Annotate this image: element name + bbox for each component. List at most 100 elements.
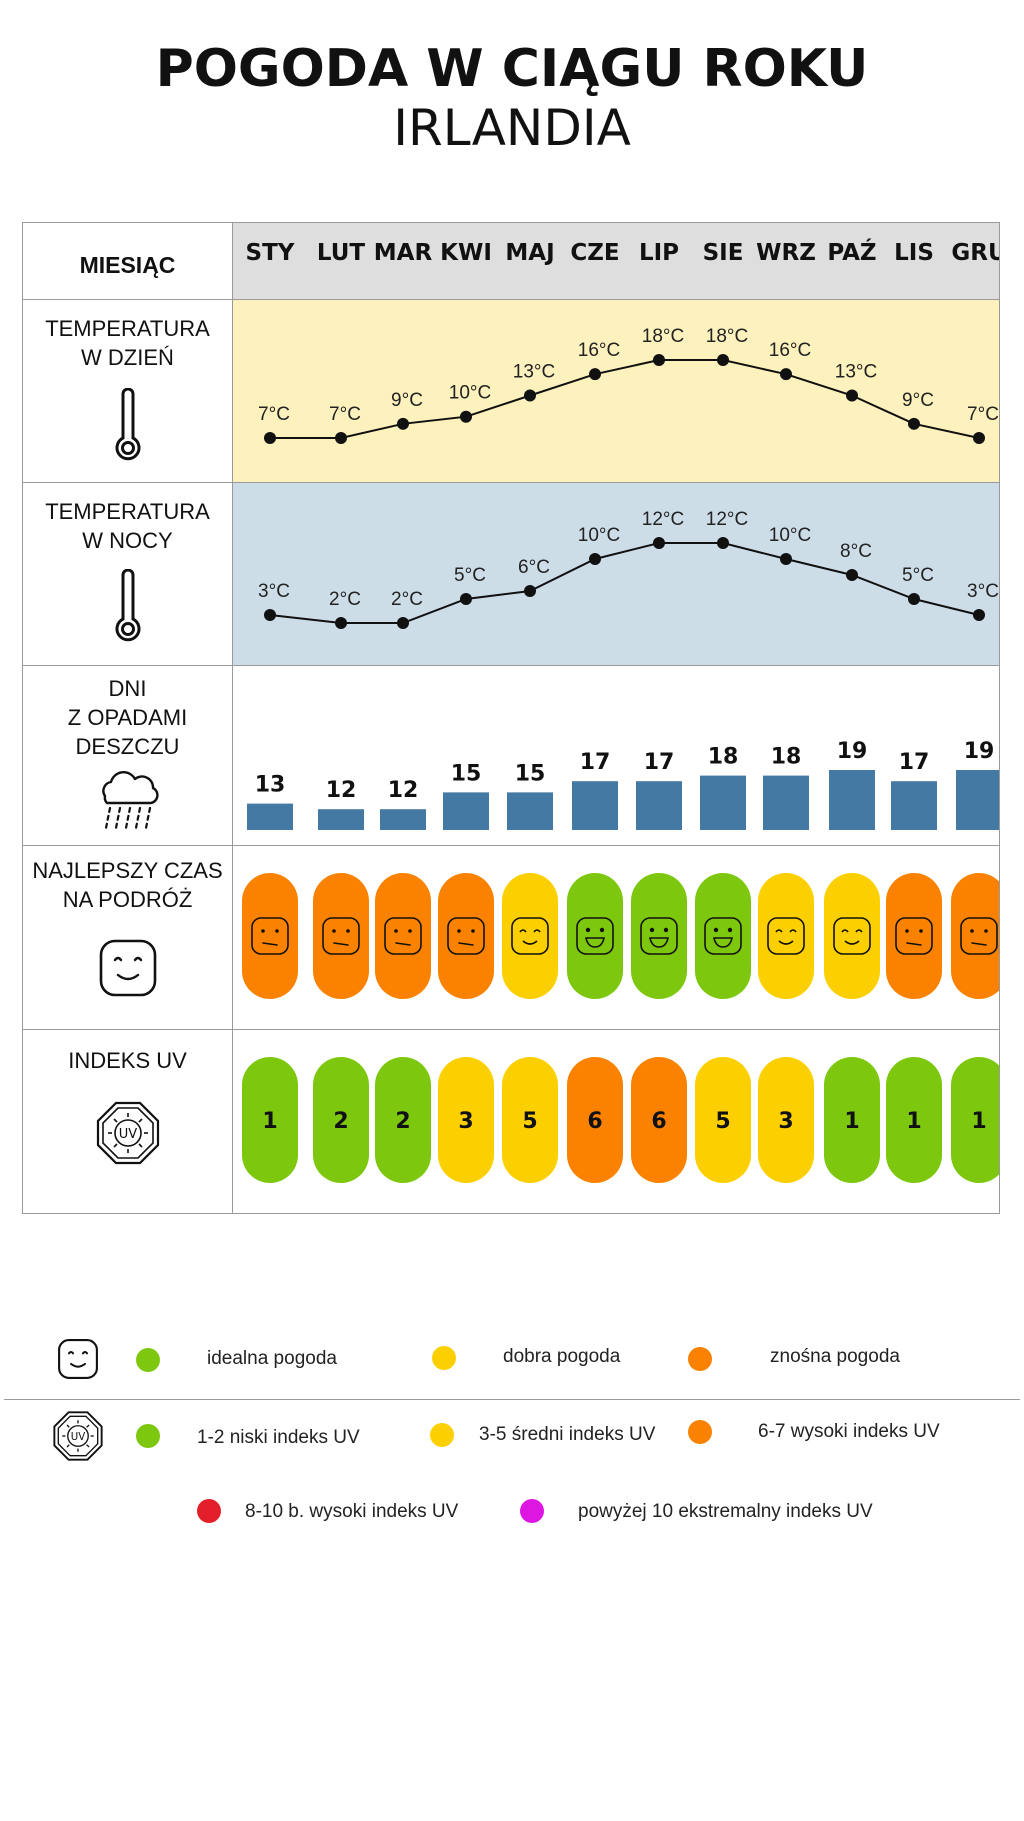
- day-temp-point: [335, 432, 347, 444]
- rain-bar: [891, 781, 937, 830]
- rain-value-label: 17: [899, 750, 930, 775]
- legend-ok-weather: znośna pogoda: [770, 1346, 900, 1367]
- month-header-label: SIE: [703, 240, 744, 266]
- day-temp-value-label: 13°C: [513, 361, 555, 382]
- night-temp-value-label: 10°C: [578, 525, 620, 546]
- legend-dot-good: [432, 1346, 456, 1370]
- travel-chart-cell: [233, 846, 999, 1029]
- night-temp-point: [524, 585, 536, 597]
- night-temp-point: [653, 537, 665, 549]
- night-temp-point: [846, 569, 858, 581]
- night-temp-point: [264, 609, 276, 621]
- day-temp-point: [973, 432, 985, 444]
- rain-bar: [956, 770, 999, 830]
- uv-index-pill: [242, 1057, 298, 1183]
- uv-value-label: 3: [778, 1109, 793, 1134]
- smiley-face-icon: [767, 917, 805, 955]
- night-temp-value-label: 12°C: [706, 509, 748, 530]
- day-temp-value-label: 10°C: [449, 383, 491, 404]
- months-header: STY LUT MAR KWI MAJ CZE LIP SIE WRZ PAŹ LIS GRU: [246, 238, 999, 266]
- night-temp-label: TEMPERATURA W NOCY: [45, 499, 210, 553]
- uv-index-pill: [502, 1057, 558, 1183]
- uv-index-pill: [951, 1057, 999, 1183]
- month-header-label: WRZ: [756, 240, 816, 266]
- uv-chart-cell: 1 2 2 3 5 6 6 5 3 1 1 1: [233, 1030, 999, 1213]
- happy-face-icon: [576, 917, 614, 955]
- uv-label: INDEKS UV: [68, 1048, 187, 1073]
- uv-value-label: 6: [587, 1109, 602, 1134]
- uv-index-pill: [886, 1057, 942, 1183]
- rain-bar: [443, 792, 489, 830]
- rain-value-label: 17: [580, 750, 611, 775]
- uv-index-pill: [375, 1057, 431, 1183]
- uv-value-label: 1: [971, 1109, 986, 1134]
- legend-ideal-weather: idealna pogoda: [207, 1348, 337, 1369]
- night-temp-value-label: 2°C: [329, 589, 361, 610]
- uv-index-pill: [313, 1057, 369, 1183]
- legend-dot-uv-low: [136, 1424, 160, 1448]
- night-temp-point: [717, 537, 729, 549]
- legend-divider: [4, 1399, 1020, 1400]
- legend-uv-medium: 3-5 średni indeks UV: [479, 1424, 656, 1445]
- uv-sun-octagon-icon: UV: [53, 1411, 103, 1461]
- day-temp-value-label: 9°C: [391, 390, 423, 411]
- uv-value-label: 2: [333, 1109, 348, 1134]
- rain-label-cell: DNI Z OPADAMI DESZCZU: [23, 666, 233, 845]
- uv-index-pill: [758, 1057, 814, 1183]
- night-temp-point: [460, 593, 472, 605]
- night-temp-value-label: 5°C: [902, 565, 934, 586]
- happy-face-icon: [640, 917, 678, 955]
- day-temp-point: [264, 432, 276, 444]
- rain-chart-cell: 13 12 12 15 15 17 17 18 18 19 17 19: [233, 666, 999, 845]
- day-temp-point: [524, 389, 536, 402]
- night-temp-point: [397, 617, 409, 629]
- rain-bar: [572, 781, 618, 830]
- rain-bar: [507, 792, 553, 830]
- uv-label-cell: INDEKS UV UV: [23, 1030, 233, 1213]
- rain-bar: [380, 809, 426, 830]
- uv-index-pill: [824, 1057, 880, 1183]
- day-temp-point: [846, 389, 858, 402]
- travel-rating-pill: [242, 873, 298, 999]
- day-temp-label: TEMPERATURA W DZIEŃ: [45, 316, 210, 370]
- travel-rating-pill: [951, 873, 999, 999]
- uv-value-label: 5: [715, 1109, 730, 1134]
- rain-value-label: 15: [515, 761, 546, 786]
- day-temp-point: [653, 354, 665, 366]
- travel-rating-pill: [567, 873, 623, 999]
- night-temp-label-cell: TEMPERATURA W NOCY: [23, 483, 233, 665]
- legend-dot-uv-medium: [430, 1423, 454, 1447]
- travel-row: NAJLEPSZY CZAS NA PODRÓŻ: [23, 846, 999, 1030]
- night-temp-value-label: 3°C: [967, 581, 999, 602]
- rain-bar: [247, 803, 293, 830]
- rain-bar: [700, 775, 746, 830]
- climate-table: MIESIĄC STY LUT MAR KWI MAJ CZE LIP SIE WRZ PAŹ LI…: [22, 222, 1000, 1214]
- night-temp-value-label: 12°C: [642, 509, 684, 530]
- day-temp-point: [717, 354, 729, 366]
- rain-bar: [636, 781, 682, 830]
- travel-label: NAJLEPSZY CZAS NA PODRÓŻ: [32, 858, 223, 912]
- night-temp-chart: 3°C 2°C 2°C 5°C 6°C 10°C 12°C 12°C 10°C 8°C 5°C 3°C: [258, 509, 999, 629]
- uv-index-pill: [695, 1057, 751, 1183]
- day-temp-point: [908, 417, 920, 430]
- night-temp-line: [269, 542, 980, 624]
- night-temp-point: [908, 593, 920, 605]
- rain-value-label: 18: [708, 745, 739, 770]
- travel-rating-pill: [758, 873, 814, 999]
- uv-value-label: 6: [651, 1109, 666, 1134]
- travel-label-cell: NAJLEPSZY CZAS NA PODRÓŻ: [23, 846, 233, 1029]
- neutral-face-icon: [322, 917, 360, 955]
- day-temp-point: [780, 368, 792, 381]
- day-temp-point: [460, 410, 472, 423]
- legend-dot-uv-very-high: [197, 1499, 221, 1523]
- legend: idealna pogoda dobra pogoda znośna pogod…: [0, 1300, 1024, 1560]
- travel-rating-pill: [695, 873, 751, 999]
- uv-value-label: 2: [395, 1109, 410, 1134]
- day-temp-row: TEMPERATURA W DZIEŃ 7°C 7°C 9°C 10°C 13°C 16°…: [23, 300, 999, 483]
- rain-value-label: 19: [837, 739, 868, 764]
- day-temp-point: [589, 368, 601, 381]
- uv-index-chart: 1 2 2 3 5 6 6 5 3 1 1 1: [242, 1057, 999, 1183]
- month-header-label: KWI: [440, 240, 492, 266]
- rain-value-label: 19: [964, 739, 995, 764]
- neutral-face-icon: [960, 917, 998, 955]
